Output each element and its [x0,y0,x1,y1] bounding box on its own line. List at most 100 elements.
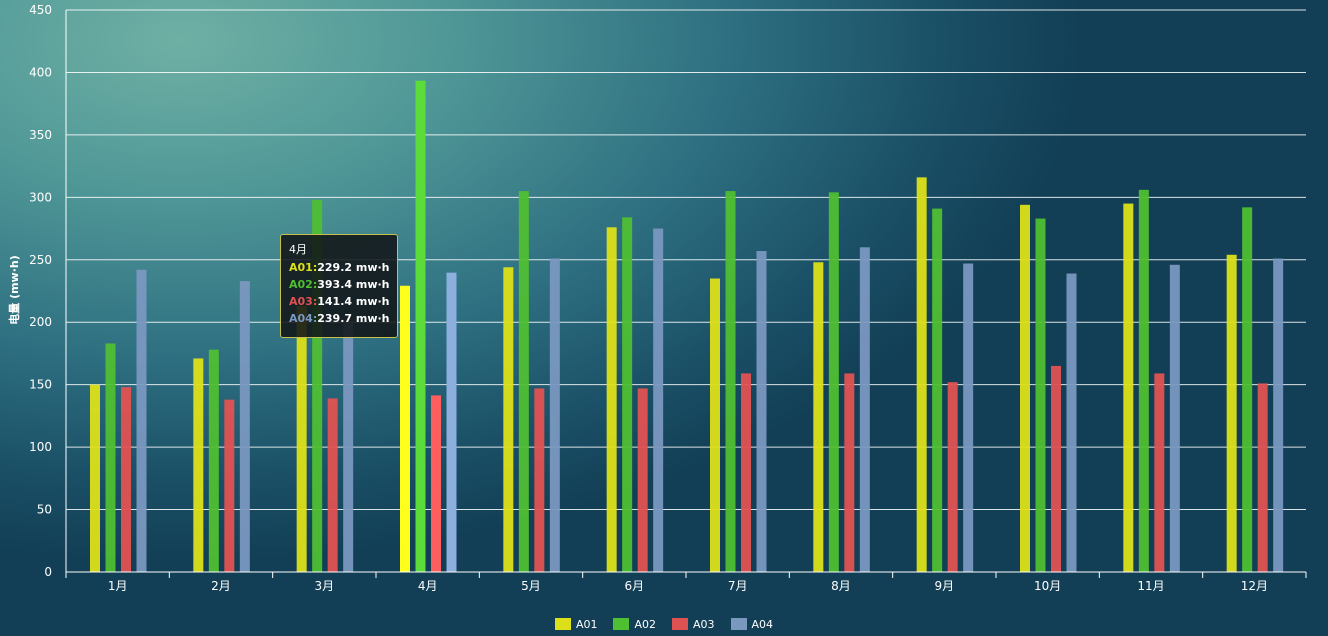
legend-swatch [613,618,630,630]
tooltip-series-name: A02 [289,278,313,291]
bar-a03[interactable] [741,373,751,572]
bar-a01[interactable] [400,285,410,572]
tooltip-value: 239.7 mw·h [317,312,390,325]
bar-a01[interactable] [916,177,927,572]
grid-lines [66,9,1306,573]
y-tick-label: 300 [29,190,52,204]
bar-a01[interactable] [813,262,824,572]
bar-a02[interactable] [1242,207,1253,572]
y-axis-label: 电量 (mw·h) [7,255,21,325]
bar-a03[interactable] [327,398,338,572]
bar-a01[interactable] [1020,204,1030,572]
bar-a01[interactable] [296,305,307,572]
y-tick-label: 50 [37,503,52,517]
bar-a02[interactable] [725,191,736,573]
y-tick-label: 200 [29,315,52,329]
bar-a02[interactable] [828,192,839,573]
bar-a03[interactable] [431,395,441,572]
tooltip-value: 393.4 mw·h [317,278,390,291]
y-tick-label: 100 [29,440,52,454]
x-tick-label: 12月 [1241,579,1268,593]
bar-a04[interactable] [963,263,974,572]
y-tick-label: 450 [29,3,52,17]
tooltip-separator: : [312,278,318,291]
tooltip-row-a04: A04:239.7 mw·h [289,310,390,327]
bar-a02[interactable] [105,343,116,572]
legend-item-a01[interactable]: A01 [554,616,598,632]
bar-a03[interactable] [224,399,235,572]
bar-a04[interactable] [1066,273,1077,572]
x-tick-label: 6月 [625,579,645,593]
legend-item-a02[interactable]: A02 [613,616,656,632]
x-tick-label: 9月 [935,579,955,593]
legend-swatch [554,618,571,630]
bar-a02[interactable] [312,199,323,572]
x-tick-label: 1月 [108,579,128,593]
bar-a02[interactable] [518,191,529,573]
bar-a02[interactable] [208,349,219,572]
y-tick-label: 250 [29,253,52,267]
x-tick-label: 11月 [1137,579,1164,593]
bar-a03[interactable] [1051,365,1061,572]
tooltip-row-a02: A02:393.4 mw·h [289,276,390,293]
bar-a03[interactable] [1154,373,1165,572]
x-tick-label: 5月 [521,579,541,593]
bar-a03[interactable] [844,373,855,572]
bar-a03[interactable] [637,388,648,572]
axes: 0 50 100 150 200 250 300 350 400 450 1月 2月 3月 4月 5月 6月 7… [29,3,1307,593]
legend-item-a03[interactable]: A03 [672,616,715,632]
x-tick-label: 3月 [315,579,335,593]
bar-a01[interactable] [710,278,720,572]
legend-label: A02 [634,617,656,631]
y-tick-label: 150 [29,378,52,392]
bar-a04[interactable] [756,251,767,572]
bar-a04[interactable] [343,322,354,572]
legend-item-a04[interactable]: A04 [730,616,774,632]
bar-a03[interactable] [534,388,545,572]
tooltip-series-name: A01 [289,261,313,274]
x-tick-label: 10月 [1034,579,1061,593]
bar-a01[interactable] [503,267,514,572]
bars-group [90,80,1284,573]
tooltip-separator: : [312,295,318,308]
x-tick-label: 2月 [211,579,231,593]
bar-a01[interactable] [193,358,204,572]
bar-a04[interactable] [1169,264,1180,572]
tooltip-separator: : [312,261,318,274]
bar-a03[interactable] [947,382,958,572]
legend: A01 A02 A03 A04 [0,616,1328,632]
legend-label: A04 [751,617,774,631]
bar-a04[interactable] [239,281,250,572]
tooltip-value: 141.4 mw·h [317,295,390,308]
bar-a03[interactable] [121,387,131,572]
tooltip-separator: : [312,312,318,325]
bar-a02[interactable] [415,80,426,573]
x-tick-label: 8月 [831,579,851,593]
bar-a04[interactable] [653,228,664,573]
x-tick-label: 4月 [418,579,438,593]
tooltip-row-a01: A01:229.2 mw·h [289,259,390,276]
bar-a04[interactable] [859,247,870,573]
tooltip-row-a03: A03:141.4 mw·h [289,293,390,310]
bar-a02[interactable] [1138,189,1149,572]
y-tick-label: 350 [29,128,52,142]
bar-a02[interactable] [1035,218,1046,572]
y-tick-label: 0 [44,565,52,579]
bar-a04[interactable] [136,269,147,572]
legend-label: A01 [575,617,598,631]
tooltip-value: 229.2 mw·h [317,261,390,274]
tooltip-series-name: A03 [289,295,313,308]
bar-a01[interactable] [1226,254,1237,572]
bar-a01[interactable] [606,227,617,572]
bar-a01[interactable] [90,384,100,572]
bar-a01[interactable] [1123,203,1134,573]
bar-a04[interactable] [446,272,457,572]
bar-a02[interactable] [932,208,943,572]
legend-swatch [730,618,747,630]
bar-a02[interactable] [622,217,633,572]
bar-a04[interactable] [549,258,560,572]
bar-a03[interactable] [1257,383,1268,572]
bar-a04[interactable] [1273,258,1284,572]
tooltip-series-name: A04 [289,312,313,325]
